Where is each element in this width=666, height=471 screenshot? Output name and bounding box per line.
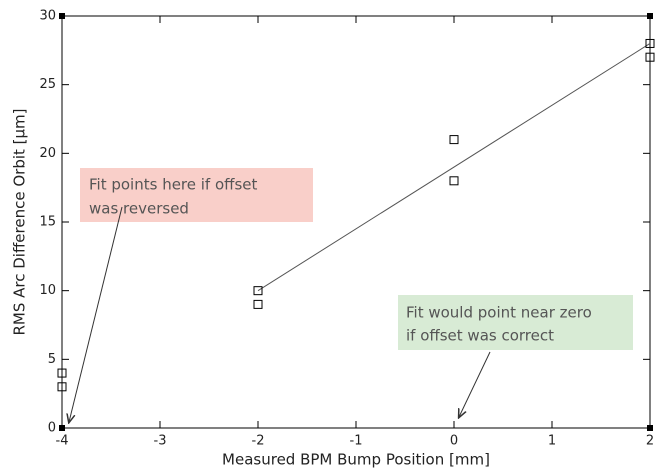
data-point [253, 286, 263, 296]
arrow [69, 206, 123, 422]
fit-line [257, 43, 651, 292]
y-tick-label: 15 [39, 215, 56, 230]
y-tick-label: 5 [48, 352, 56, 367]
annotation-text: Fit points here if offset [89, 176, 258, 194]
x-axis-label: Measured BPM Bump Position [mm] [222, 451, 490, 469]
annotation-text: Fit would point near zero [406, 304, 592, 322]
data-point [645, 52, 655, 62]
data-point [253, 299, 263, 309]
x-tick-label: -3 [154, 434, 167, 449]
x-tick-label: -1 [350, 434, 363, 449]
x-tick-label: -2 [252, 434, 265, 449]
x-tick-label: -4 [56, 434, 69, 449]
y-tick-label: 0 [48, 421, 56, 436]
annotation-box [80, 168, 313, 222]
data-point [449, 176, 459, 186]
y-tick-label: 30 [39, 9, 56, 24]
annotation-box [398, 295, 633, 350]
y-axis-label: RMS Arc Difference Orbit [μm] [11, 108, 29, 335]
y-tick-label: 25 [39, 77, 56, 92]
y-tick-label: 10 [39, 283, 56, 298]
arrow [459, 351, 491, 417]
y-tick-label: 20 [39, 146, 56, 161]
data-point [57, 368, 67, 378]
x-tick-label: 0 [450, 434, 458, 449]
data-point [645, 38, 655, 48]
data-point [449, 135, 459, 145]
x-tick-label: 1 [548, 434, 556, 449]
data-point [57, 382, 67, 392]
x-tick-label: 2 [646, 434, 654, 449]
annotation-text: was reversed [89, 200, 189, 218]
annotation-text: if offset was correct [406, 327, 554, 345]
